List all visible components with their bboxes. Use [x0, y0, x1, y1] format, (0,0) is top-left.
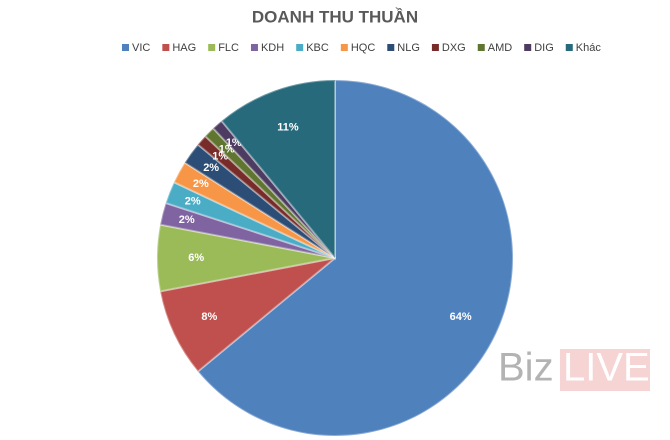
watermark-box [560, 349, 650, 391]
pie-slice [172, 161, 336, 259]
legend-swatch [162, 44, 170, 51]
legend-swatch [431, 44, 439, 51]
legend-swatch [565, 44, 573, 51]
pie-slice [196, 78, 514, 437]
legend-label: Khác [576, 42, 602, 54]
pie-slice [158, 257, 336, 373]
legend-swatch [296, 44, 304, 51]
chart-title: DOANH THU THUẦN [252, 7, 418, 26]
legend-swatch [340, 44, 348, 51]
pie-slice [203, 126, 336, 259]
value-label: 2% [179, 214, 195, 226]
legend-label: DIG [534, 42, 554, 54]
pie-slice [220, 78, 336, 261]
value-label: 8% [201, 311, 217, 323]
watermark: Biz LIVE [498, 346, 650, 391]
value-label: 2% [203, 162, 219, 174]
pie-slice [211, 119, 336, 259]
pie-slice [158, 201, 336, 259]
legend-label: DXG [442, 42, 466, 54]
legend-swatch [524, 44, 532, 51]
legend-label: KDH [261, 42, 284, 54]
value-label: 6% [188, 252, 204, 264]
pie-slice [196, 134, 336, 259]
legend-label: HQC [351, 42, 376, 54]
legend-swatch [477, 44, 485, 51]
legend-label: FLC [218, 42, 239, 54]
pie-slice [156, 223, 336, 293]
pie-slice [164, 180, 336, 259]
value-label: 11% [277, 121, 299, 133]
value-label: 2% [185, 196, 201, 208]
watermark-right: LIVE [563, 346, 650, 390]
legend-label: VIC [132, 42, 150, 54]
legend-swatch [122, 44, 129, 51]
legend-label: NLG [397, 42, 420, 54]
value-label: 2% [193, 178, 209, 190]
legend-label: AMD [488, 42, 513, 54]
legend-swatch [208, 44, 216, 51]
value-label: 64% [450, 311, 472, 323]
legend-swatch [387, 44, 395, 51]
legend-label: KBC [306, 42, 329, 54]
legend-swatch [250, 44, 258, 51]
legend-label: HAG [172, 42, 196, 54]
watermark-left: Biz [498, 346, 554, 390]
pie-slice [183, 143, 336, 259]
